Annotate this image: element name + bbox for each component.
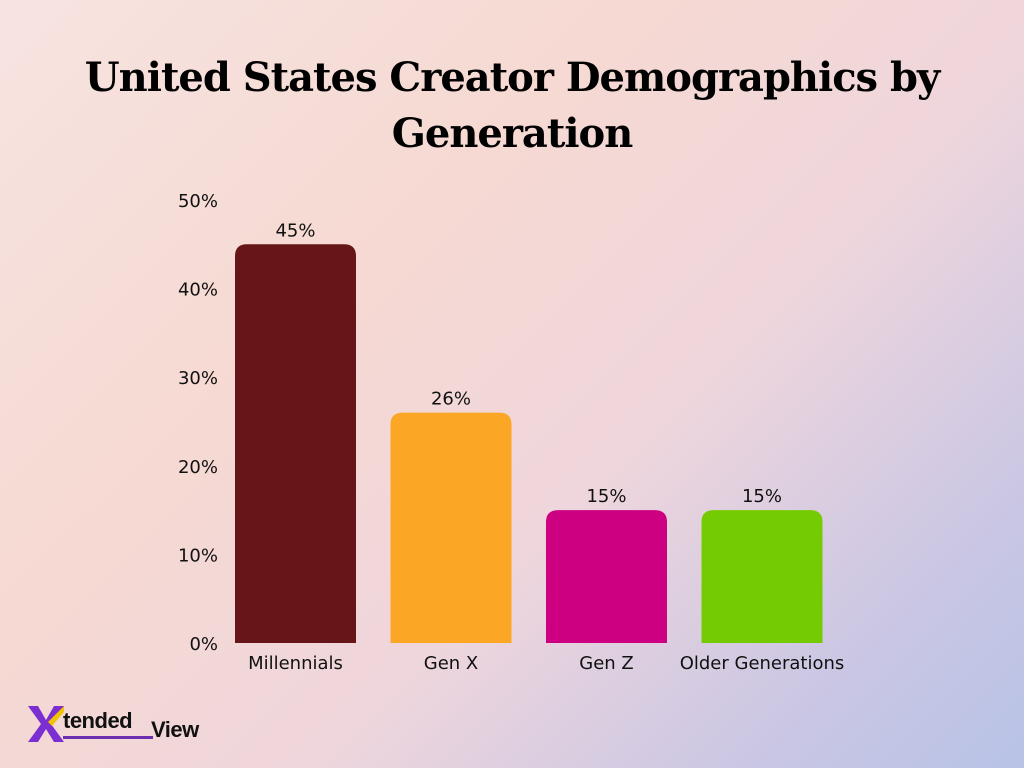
bar <box>235 244 356 644</box>
y-tick-label: 30% <box>178 368 218 389</box>
bar-value-label: 15% <box>586 486 626 507</box>
bar-value-label: 45% <box>275 220 315 241</box>
logo-text-view: View <box>151 717 199 742</box>
bar <box>546 510 667 643</box>
x-category-label: Older Generations <box>680 653 845 674</box>
logo-underline <box>63 736 153 739</box>
y-tick-label: 50% <box>178 191 218 212</box>
y-tick-label: 10% <box>178 545 218 566</box>
xtendedview-logo: tended View <box>26 702 226 746</box>
x-category-label: Gen X <box>424 653 478 674</box>
x-category-label: Millennials <box>248 653 343 674</box>
y-tick-label: 20% <box>178 457 218 478</box>
bar-value-label: 15% <box>742 486 782 507</box>
y-tick-label: 0% <box>189 634 218 655</box>
bar-value-label: 26% <box>431 389 471 410</box>
logo-text-tended: tended <box>63 708 133 733</box>
bar <box>701 510 823 643</box>
chart-title: United States Creator Demographics by Ge… <box>84 54 940 157</box>
bar <box>390 412 512 643</box>
x-category-label: Gen Z <box>579 653 633 674</box>
logo-x-icon <box>28 706 64 742</box>
y-tick-label: 40% <box>178 280 218 301</box>
